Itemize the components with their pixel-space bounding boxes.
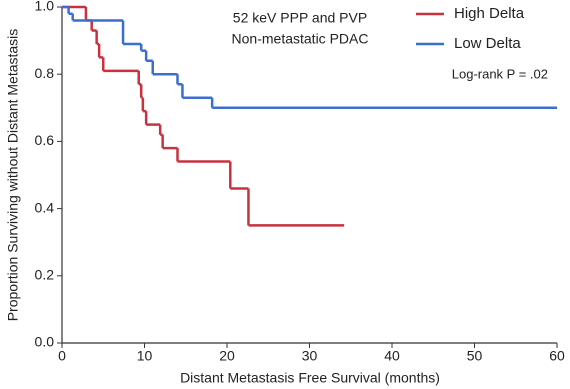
x-tick-label: 40 (384, 348, 400, 364)
x-tick-label: 60 (549, 348, 565, 364)
legend-label: High Delta (454, 5, 525, 22)
y-tick-label: 0.4 (35, 199, 55, 215)
legend-label: Low Delta (454, 35, 521, 52)
y-tick-label: 0.2 (35, 267, 55, 283)
x-tick-label: 30 (302, 348, 318, 364)
y-tick-label: 0.8 (35, 65, 55, 81)
annotation: Log-rank P = .02 (452, 66, 548, 81)
y-tick-label: 0.6 (35, 132, 55, 148)
x-tick-label: 50 (467, 348, 483, 364)
x-tick-label: 0 (58, 348, 66, 364)
y-axis-label: Proportion Surviving without Distant Met… (5, 29, 21, 322)
y-tick-label: 0.0 (35, 334, 55, 350)
y-tick-label: 1.0 (35, 0, 55, 14)
chart-title: 52 keV PPP and PVP (233, 10, 367, 26)
chart-title: Non-metastatic PDAC (232, 31, 369, 47)
x-axis-label: Distant Metastasis Free Survival (months… (180, 370, 440, 386)
x-tick-label: 10 (137, 348, 153, 364)
x-tick-label: 20 (219, 348, 235, 364)
